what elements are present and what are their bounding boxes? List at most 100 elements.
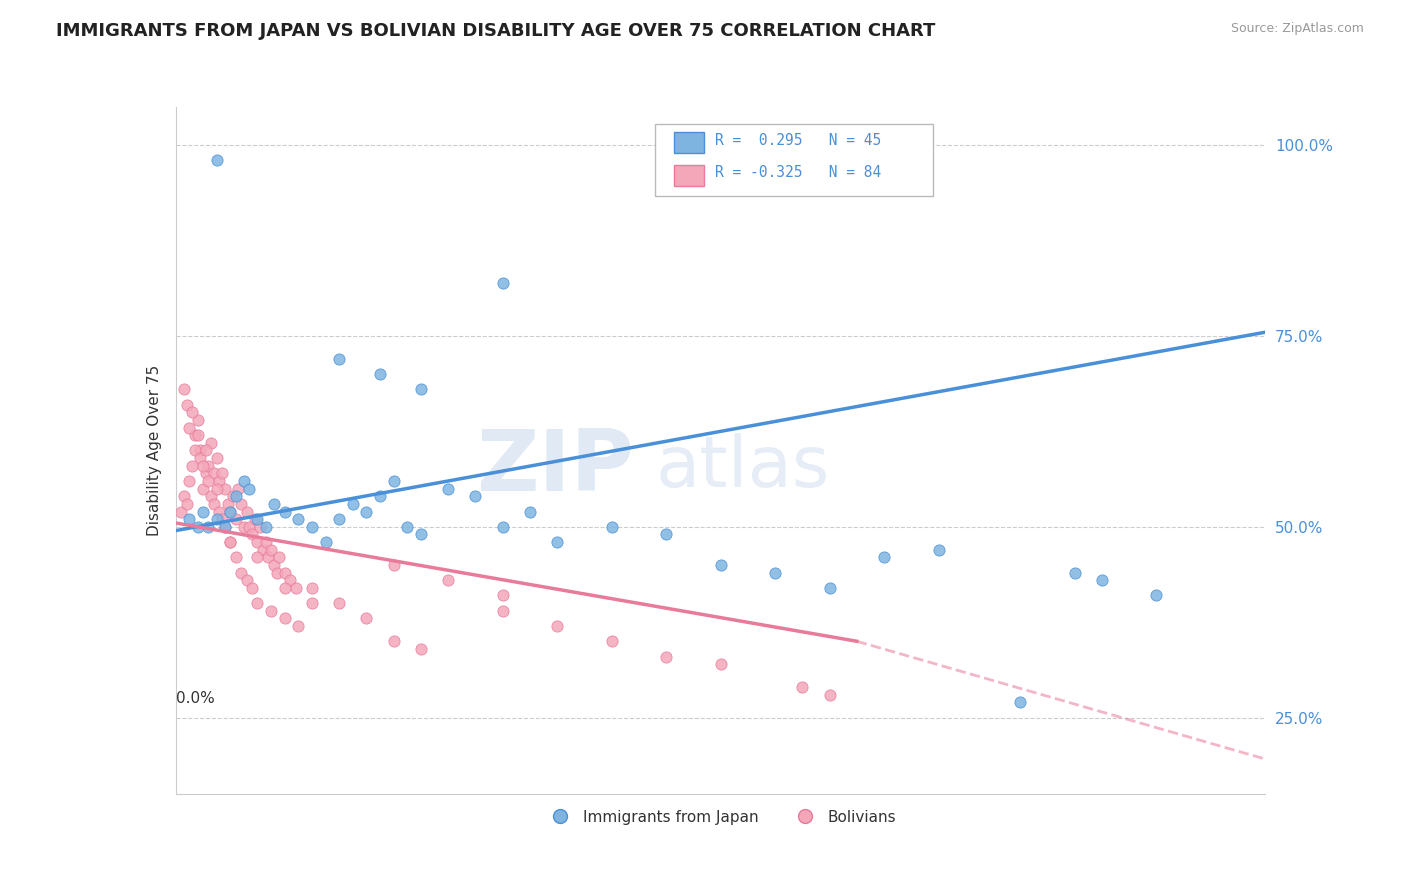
Point — [1010, 695, 1032, 709]
Point — [235, 573, 257, 587]
Text: Source: ZipAtlas.com: Source: ZipAtlas.com — [1230, 22, 1364, 36]
Point — [232, 474, 254, 488]
Point — [240, 527, 263, 541]
Point — [492, 276, 515, 290]
Point — [191, 458, 214, 473]
Point — [179, 420, 201, 434]
Point — [231, 497, 253, 511]
Point — [257, 550, 280, 565]
Point — [197, 520, 219, 534]
Point — [328, 512, 350, 526]
Point — [260, 542, 283, 557]
Text: IMMIGRANTS FROM JAPAN VS BOLIVIAN DISABILITY AGE OVER 75 CORRELATION CHART: IMMIGRANTS FROM JAPAN VS BOLIVIAN DISABI… — [56, 22, 935, 40]
Point — [194, 467, 217, 481]
Point — [219, 535, 242, 549]
Point — [235, 504, 257, 518]
Point — [710, 558, 733, 572]
Point — [328, 351, 350, 366]
Point — [252, 542, 274, 557]
Point — [382, 634, 405, 648]
Point — [792, 680, 814, 694]
Point — [211, 512, 233, 526]
Point — [238, 482, 260, 496]
Text: ZIP: ZIP — [475, 426, 633, 509]
Point — [246, 535, 269, 549]
Point — [240, 581, 263, 595]
Point — [301, 581, 323, 595]
Point — [200, 489, 222, 503]
Point — [928, 542, 950, 557]
Point — [179, 474, 201, 488]
Point — [274, 566, 297, 580]
Point — [263, 558, 285, 572]
Point — [763, 566, 786, 580]
Point — [232, 520, 254, 534]
Point — [1144, 589, 1167, 603]
Point — [194, 443, 217, 458]
Point — [396, 520, 419, 534]
Point — [519, 504, 541, 518]
Point — [249, 520, 271, 534]
Point — [186, 428, 209, 442]
Point — [219, 504, 242, 518]
Point — [274, 581, 297, 595]
Point — [382, 474, 405, 488]
Point — [368, 367, 391, 381]
Point — [254, 520, 277, 534]
Point — [409, 527, 432, 541]
Point — [1091, 573, 1114, 587]
Point — [173, 489, 195, 503]
Point — [246, 596, 269, 610]
Point — [238, 520, 260, 534]
Point — [655, 649, 678, 664]
Point — [342, 497, 364, 511]
Text: R = -0.325   N = 84: R = -0.325 N = 84 — [716, 166, 882, 180]
Point — [356, 504, 378, 518]
Point — [600, 634, 623, 648]
Point — [873, 550, 896, 565]
Point — [214, 520, 236, 534]
Point — [546, 619, 568, 633]
Point — [225, 550, 247, 565]
Point — [409, 383, 432, 397]
Point — [200, 435, 222, 450]
Point — [409, 641, 432, 656]
Point — [214, 520, 236, 534]
Point — [492, 520, 515, 534]
Point — [818, 688, 841, 702]
Point — [202, 497, 225, 511]
Point — [225, 512, 247, 526]
Point — [301, 520, 323, 534]
Point — [546, 535, 568, 549]
Point — [260, 604, 283, 618]
Point — [284, 581, 307, 595]
Point — [191, 504, 214, 518]
Y-axis label: Disability Age Over 75: Disability Age Over 75 — [146, 365, 162, 536]
Point — [246, 512, 269, 526]
Point — [228, 482, 250, 496]
Point — [205, 482, 228, 496]
Point — [492, 589, 515, 603]
Point — [492, 604, 515, 618]
Point — [208, 504, 231, 518]
Point — [274, 504, 297, 518]
Point — [287, 512, 309, 526]
Point — [287, 619, 309, 633]
Point — [184, 443, 207, 458]
FancyBboxPatch shape — [673, 132, 704, 153]
Point — [197, 474, 219, 488]
Point — [173, 383, 195, 397]
Point — [205, 153, 228, 168]
Point — [437, 482, 460, 496]
Point — [655, 527, 678, 541]
Point — [214, 482, 236, 496]
Point — [211, 467, 233, 481]
Point — [356, 611, 378, 625]
Point — [197, 458, 219, 473]
Point — [368, 489, 391, 503]
Point — [181, 458, 204, 473]
Point — [176, 398, 198, 412]
Point — [179, 512, 201, 526]
Text: 0.0%: 0.0% — [176, 690, 215, 706]
Point — [191, 482, 214, 496]
